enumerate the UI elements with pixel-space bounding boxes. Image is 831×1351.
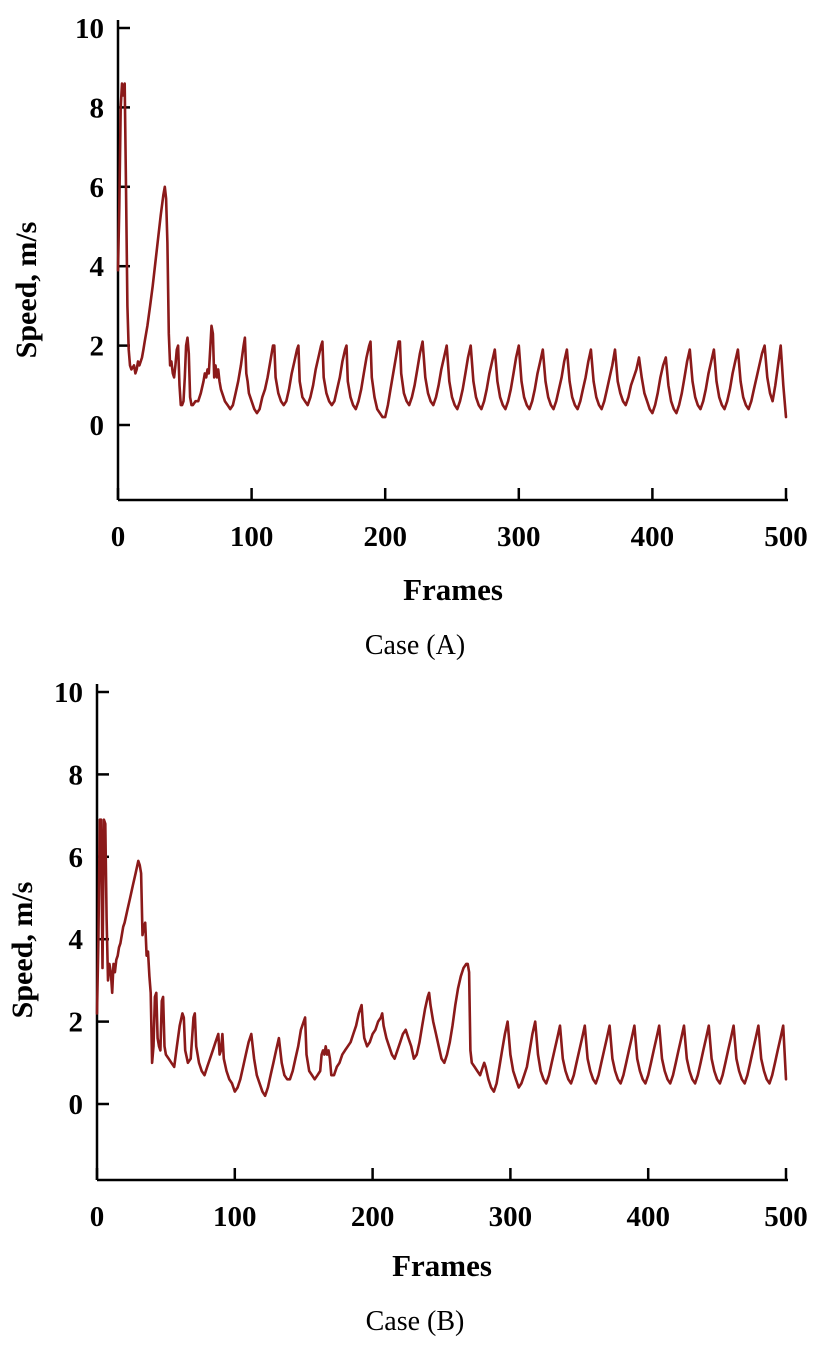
y-tick-label: 10 [75,13,104,45]
y-axis-label: Speed, m/s [6,882,39,1019]
chart-caption: Case (A) [365,630,465,660]
speed-trace [95,818,788,1098]
x-axis-label: Frames [403,572,503,607]
x-tick-label: 0 [90,1201,105,1233]
x-tick-label: 500 [764,1201,808,1233]
y-tick-label: 4 [69,924,84,956]
y-tick-label: 8 [69,759,84,791]
y-tick-label: 2 [90,331,105,363]
y-axis-label: Speed, m/s [10,222,43,359]
y-tick-label: 0 [90,410,105,442]
x-tick-label: 100 [213,1201,257,1233]
x-tick-label: 200 [363,521,407,553]
y-tick-label: 6 [69,842,84,874]
y-tick-label: 6 [90,172,105,204]
x-tick-label: 500 [764,521,808,553]
x-tick-label: 100 [230,521,274,553]
y-tick-label: 8 [90,92,105,124]
x-tick-label: 400 [631,521,675,553]
chart-case-b: 0 2 4 6 8 10 0 100 200 300 400 500 Speed, m/s Frame… [0,660,831,1351]
y-tick-label: 10 [54,677,83,709]
y-tick-label: 4 [90,251,105,283]
x-tick-label: 300 [497,521,541,553]
x-tick-label: 300 [489,1201,533,1233]
speed-trace [116,82,788,419]
x-axis-label: Frames [392,1248,492,1283]
chart-caption: Case (B) [366,1306,465,1337]
x-tick-label: 400 [626,1201,670,1233]
chart-case-a: 0 2 4 6 8 10 0 100 200 300 400 500 Speed, m/s Frame… [0,0,831,660]
x-tick-label: 0 [111,521,126,553]
y-tick-label: 0 [69,1089,84,1121]
y-tick-label: 2 [69,1007,84,1039]
x-tick-label: 200 [351,1201,395,1233]
